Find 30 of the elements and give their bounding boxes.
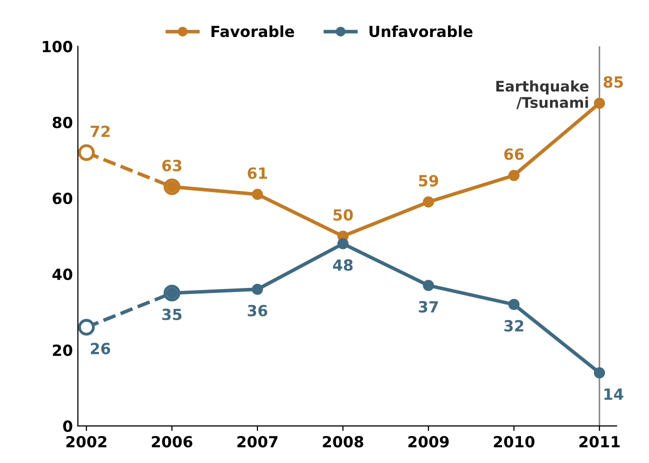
data-label: 14 — [604, 388, 624, 400]
x-tick-label: 2010 — [494, 436, 534, 448]
data-label: 85 — [604, 76, 623, 88]
data-label: 37 — [418, 301, 438, 313]
y-tick-label: 40 — [52, 268, 72, 280]
y-tick-label: 0 — [63, 420, 72, 432]
data-label: 72 — [90, 126, 110, 137]
legend-label: Unfavorable — [370, 25, 472, 38]
x-tick-label: 2011 — [579, 436, 620, 448]
y-tick-label: 80 — [52, 116, 72, 128]
legend-label: Favorable — [212, 25, 294, 38]
data-label: 50 — [333, 209, 353, 221]
data-label: 35 — [162, 308, 182, 320]
data-label: 32 — [504, 320, 524, 332]
y-tick-label: 100 — [42, 40, 72, 52]
ref-line-label: Earthquake /Tsunami — [496, 80, 588, 110]
data-label: 61 — [248, 167, 268, 179]
x-tick-label: 2006 — [152, 436, 192, 448]
y-tick-label: 60 — [52, 192, 72, 204]
x-tick-label: 2008 — [322, 436, 364, 448]
data-label: 26 — [90, 342, 110, 354]
y-tick-label: 20 — [52, 344, 72, 356]
data-label: 66 — [504, 148, 524, 160]
data-label: 63 — [162, 160, 182, 172]
x-tick-label: 2002 — [66, 436, 106, 448]
data-label: 59 — [418, 174, 438, 186]
x-tick-label: 2009 — [408, 436, 449, 448]
data-label: 48 — [332, 259, 353, 271]
data-label: 36 — [248, 304, 268, 316]
x-tick-label: 2007 — [237, 436, 278, 448]
